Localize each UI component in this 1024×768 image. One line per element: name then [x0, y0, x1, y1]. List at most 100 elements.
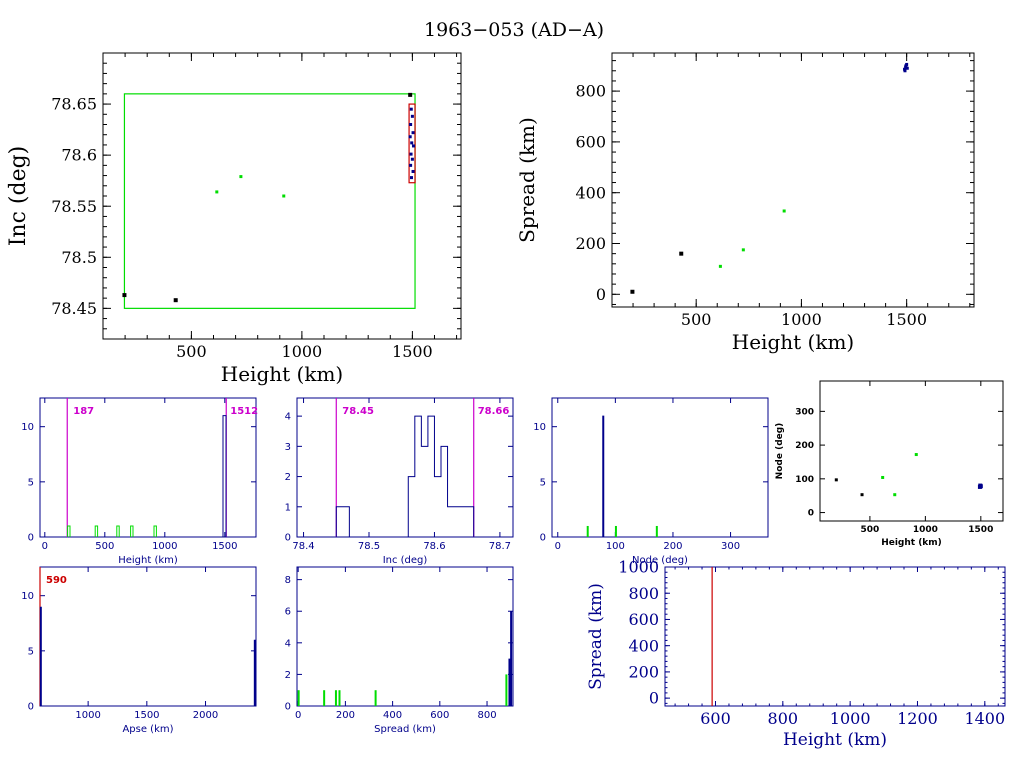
data-point: [215, 190, 219, 194]
y-tick-label: 200: [575, 234, 606, 253]
data-point: [881, 475, 885, 479]
data-point: [834, 478, 838, 482]
x-tick-label: 1000: [75, 710, 100, 721]
x-axis-label: Apse (km): [122, 724, 173, 735]
data-point: [679, 251, 684, 256]
data-point: [904, 64, 908, 68]
y-tick-label: 0: [28, 533, 34, 544]
x-tick-label: 1000: [152, 541, 177, 552]
y-axis-label: Inc (deg): [6, 146, 31, 247]
data-point: [860, 493, 864, 497]
y-tick-label: 2: [285, 670, 291, 681]
y-tick-label: 400: [575, 183, 606, 202]
y-tick-label: 5: [540, 477, 546, 488]
x-tick-label: 0: [295, 710, 301, 721]
selection-box-green: [123, 93, 416, 309]
histogram-bar: [222, 415, 227, 537]
marker-label: 78.45: [342, 406, 374, 417]
histogram-bar: [94, 525, 99, 537]
marker-label: 590: [46, 575, 67, 586]
histogram-bar: [130, 525, 134, 537]
x-axis-label: Node (deg): [632, 555, 688, 566]
data-point: [409, 123, 413, 126]
y-tick-label: 78.5: [61, 248, 97, 267]
y-tick-label: 0: [28, 702, 34, 713]
chart-node_vs_height: 500 1000 1500 0 100 200 300 Height (km) Node (de…: [775, 380, 1004, 548]
x-tick-label: 400: [383, 710, 402, 721]
y-tick-label: 0: [808, 509, 814, 519]
marker-label: 1512: [230, 406, 258, 417]
x-axis-label: Height (km): [783, 730, 887, 750]
y-tick-label: 200: [628, 663, 659, 682]
x-tick-label: 1000: [830, 709, 871, 728]
data-point: [977, 484, 982, 489]
y-tick-label: 400: [628, 636, 659, 655]
data-point: [411, 144, 415, 148]
x-tick-label: 0: [42, 541, 48, 552]
y-tick-label: 100: [795, 475, 814, 485]
y-tick-label: 10: [21, 591, 34, 602]
y-tick-label: 10: [533, 422, 546, 433]
data-point: [411, 131, 415, 135]
data-point: [408, 92, 413, 97]
data-point: [410, 157, 414, 161]
plot-frame: [664, 566, 1006, 707]
data-point: [409, 107, 413, 111]
y-tick-label: 2: [285, 472, 291, 483]
marker-label: 78.66: [478, 406, 510, 417]
chart-height_hist: 0 500 1000 1500 0 5 10 Height (km) 187 1512: [21, 397, 258, 566]
chart-apse_hist: 1000 1500 2000 0 5 10 Apse (km) 590: [21, 566, 257, 735]
chart-spread_vs_height_2: 600 800 1000 1200 1400 0 200 400 600 800 1000 Heigh…: [586, 558, 1006, 750]
plot-frame: [39, 397, 257, 538]
data-point: [408, 135, 412, 139]
x-axis-label: Spread (km): [374, 724, 436, 735]
plot-frame: [611, 52, 975, 308]
figure-title: 1963−053 (AD−A): [424, 19, 604, 41]
x-tick-label: 600: [700, 709, 731, 728]
y-tick-label: 78.65: [51, 95, 97, 114]
marker-label: 187: [73, 406, 94, 417]
y-tick-label: 0: [649, 689, 659, 708]
y-axis-label: Node (deg): [775, 423, 785, 480]
x-tick-label: 500: [95, 541, 114, 552]
data-point: [282, 194, 286, 198]
x-tick-label: 1500: [134, 710, 159, 721]
y-tick-label: 0: [540, 533, 546, 544]
plot-frame: [819, 380, 1004, 522]
y-tick-label: 600: [628, 610, 659, 629]
data-point: [410, 141, 414, 145]
x-axis-label: Height (km): [118, 555, 178, 566]
x-tick-label: 600: [430, 710, 449, 721]
x-tick-label: 1000: [913, 525, 938, 535]
y-tick-label: 600: [575, 133, 606, 152]
plot-frame: [296, 566, 514, 707]
data-point: [903, 67, 907, 71]
data-point: [122, 293, 127, 298]
histogram-bar: [116, 525, 120, 537]
y-tick-label: 0: [596, 285, 606, 304]
data-point: [893, 493, 897, 497]
x-axis-label: Height (km): [221, 362, 343, 386]
x-tick-label: 300: [721, 541, 740, 552]
x-tick-label: 800: [477, 710, 496, 721]
histogram-bar: [67, 525, 71, 537]
selection-box-red: [408, 103, 416, 184]
data-point: [718, 264, 722, 268]
y-tick-label: 1000: [618, 558, 659, 577]
plot-frame: [551, 397, 769, 538]
x-tick-label: 500: [681, 310, 712, 329]
x-tick-label: 1500: [212, 541, 237, 552]
y-tick-label: 4: [285, 638, 291, 649]
y-tick-label: 10: [21, 422, 34, 433]
chart-inc_vs_height: 500 1000 1500 78.45 78.5 78.55 78.6 78.65 Height…: [6, 52, 462, 386]
x-tick-label: 500: [861, 525, 880, 535]
chart-node_hist: 0 100 200 300 0 5 10 Node (deg): [533, 397, 769, 566]
plot-frame: [102, 52, 462, 340]
y-tick-label: 0: [285, 702, 291, 713]
data-point: [903, 69, 907, 73]
data-point: [409, 152, 413, 156]
x-tick-label: 500: [176, 342, 207, 361]
x-tick-label: 200: [663, 541, 682, 552]
y-tick-label: 3: [285, 442, 291, 453]
data-point: [239, 175, 243, 179]
